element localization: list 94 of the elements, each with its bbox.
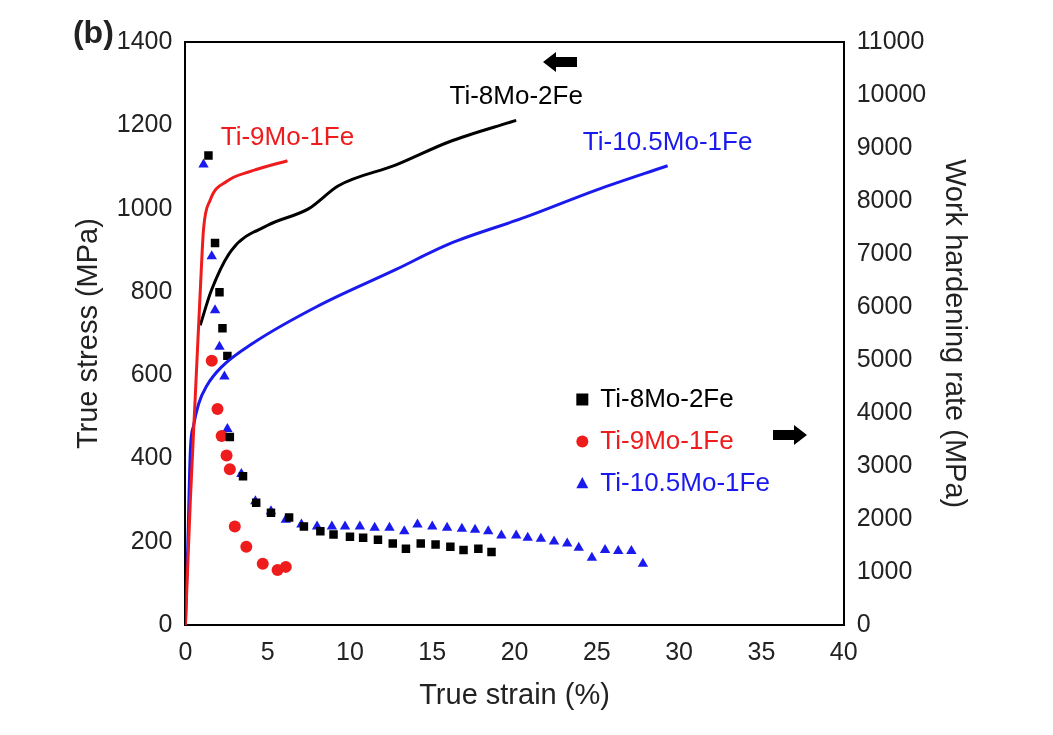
point <box>220 449 233 462</box>
point <box>416 539 425 548</box>
point <box>456 522 468 532</box>
y-tick-label: 1200 <box>116 109 173 138</box>
point <box>483 525 494 535</box>
point <box>214 340 225 350</box>
point <box>206 250 217 260</box>
point <box>427 520 438 530</box>
point <box>211 402 224 415</box>
x-tick-label: 15 <box>418 637 447 666</box>
point <box>548 535 560 545</box>
point <box>228 520 241 533</box>
point <box>474 544 483 554</box>
point <box>215 288 224 297</box>
point <box>198 158 209 168</box>
y2-tick-label: 3000 <box>856 450 913 479</box>
y2-tick-label: 9000 <box>856 131 913 160</box>
point <box>637 557 649 567</box>
point <box>431 540 440 549</box>
point <box>626 544 637 554</box>
point <box>299 522 309 531</box>
point <box>459 545 468 555</box>
legend-label: Ti-8Mo-2Fe <box>600 382 734 413</box>
point <box>487 547 496 557</box>
point <box>358 533 368 542</box>
point <box>535 532 547 542</box>
series-label: Ti-8Mo-2Fe <box>449 80 583 111</box>
y2-tick-label: 4000 <box>856 397 913 426</box>
point <box>240 540 253 553</box>
y-tick-label: 0 <box>158 609 173 638</box>
point <box>329 530 338 539</box>
point <box>219 370 230 380</box>
y2-tick-label: 6000 <box>856 290 913 319</box>
point <box>388 539 398 548</box>
y-tick-label: 400 <box>130 442 173 471</box>
point <box>284 513 294 522</box>
point <box>205 354 218 367</box>
point <box>384 521 395 531</box>
y2-tick-label: 11000 <box>856 25 925 54</box>
point <box>256 557 269 570</box>
point <box>209 304 221 314</box>
point <box>204 151 213 160</box>
y2-tick-label: 0 <box>856 609 871 638</box>
point <box>613 544 624 554</box>
line-series <box>198 118 518 327</box>
y-tick-label: 1400 <box>116 25 173 54</box>
y2-tick-label: 1000 <box>856 556 913 585</box>
point <box>279 560 292 573</box>
x-tick-label: 5 <box>260 637 275 666</box>
y-tick-label: 600 <box>130 359 173 388</box>
legend-label: Ti-10.5Mo-1Fe <box>600 466 770 497</box>
point <box>223 463 236 476</box>
series-label: Ti-9Mo-1Fe <box>220 120 355 151</box>
point <box>354 520 366 530</box>
point <box>316 527 325 536</box>
y-axis-title: True stress (MPa) <box>71 218 104 450</box>
point <box>369 521 380 531</box>
y2-tick-label: 10000 <box>856 78 927 107</box>
point <box>345 532 355 541</box>
y-tick-label: 1000 <box>116 192 173 221</box>
line-series <box>185 159 289 626</box>
point <box>339 520 351 530</box>
x-tick-label: 30 <box>665 637 694 666</box>
y2-tick-label: 7000 <box>856 237 913 266</box>
series-label: Ti-10.5Mo-1Fe <box>582 125 753 156</box>
point <box>522 531 533 541</box>
y2-tick-label: 8000 <box>856 184 913 213</box>
point <box>326 520 338 530</box>
x-tick-label: 0 <box>178 637 193 666</box>
x-tick-label: 25 <box>582 637 611 666</box>
point <box>511 529 522 539</box>
point <box>446 542 455 551</box>
y-tick-label: 800 <box>130 275 173 304</box>
y2-tick-label: 5000 <box>856 344 913 372</box>
x-tick-label: 20 <box>500 637 529 666</box>
y-tick-label: 200 <box>130 525 173 554</box>
point <box>441 521 453 531</box>
point <box>399 525 410 535</box>
x-tick-label: 40 <box>829 637 858 666</box>
point <box>215 429 228 442</box>
x-tick-label: 10 <box>336 637 364 666</box>
point <box>218 324 227 333</box>
legend-label: Ti-9Mo-1Fe <box>600 424 734 455</box>
point <box>496 529 507 539</box>
point <box>599 543 611 553</box>
x-tick-label: 35 <box>747 637 776 666</box>
y2-axis-title: Work hardening rate (MPa) <box>939 158 972 509</box>
point <box>573 541 584 551</box>
chart-title: (b) <box>72 13 114 50</box>
x-axis-title: True strain (%) <box>419 677 610 710</box>
point <box>562 537 573 547</box>
y2-tick-label: 2000 <box>856 503 913 532</box>
point <box>469 523 481 533</box>
point <box>586 551 598 561</box>
